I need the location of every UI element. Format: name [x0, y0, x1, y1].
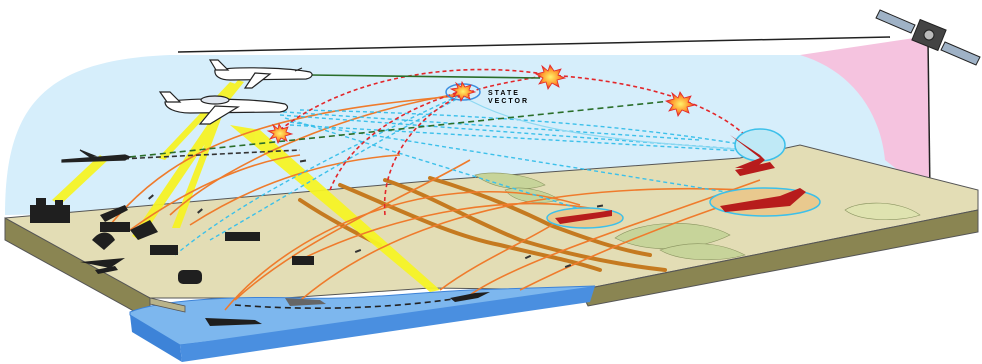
state-vector-label-2: VECTOR: [488, 98, 529, 105]
naval-assets: [205, 292, 490, 326]
naval-ship-icon: [285, 298, 326, 306]
radar-mast: [735, 162, 775, 176]
helicopter-icon: [95, 266, 118, 274]
missile-markers: [148, 159, 604, 268]
command-center-icon: [30, 198, 70, 223]
state-vector-label-1: STATE: [488, 90, 520, 97]
hangar: [178, 270, 202, 284]
sensor-beams: [52, 80, 440, 292]
awacs-aircraft-icon: [158, 91, 289, 125]
space-wedge: [800, 36, 930, 195]
dome-top-edge: [177, 36, 891, 53]
intercept-burst-icon: [449, 80, 477, 102]
missile-launcher-icon: [130, 220, 158, 240]
intercept-bursts: [266, 64, 697, 144]
beam-fighter: [52, 155, 108, 205]
missile-launcher-icon: [150, 245, 178, 255]
submarine-icon: [450, 292, 490, 302]
fighter-jet-icon: [61, 149, 132, 163]
radar-dish-icon: [92, 232, 115, 250]
beam-awacs-3: [230, 125, 440, 292]
intercept-burst-icon: [664, 91, 697, 117]
enemy-missile-launcher-icon-1: [555, 210, 612, 224]
radar-dish-icon: [730, 135, 765, 168]
dome-right-edge: [927, 39, 931, 196]
ground-assets: [30, 198, 314, 284]
naval-ship-icon: [205, 318, 262, 326]
terrain-hills: [474, 172, 921, 261]
beam-awacs-1: [132, 118, 220, 240]
satellite-icon: [875, 9, 981, 66]
mobile-launcher: [292, 256, 314, 265]
water-side: [130, 315, 182, 362]
command-center-icon: [225, 232, 260, 241]
aircraft: [61, 59, 313, 163]
beam-awacs-2: [172, 116, 222, 228]
water-side-front: [180, 286, 595, 362]
terrain-slab: [4, 144, 979, 362]
tanker-aircraft-icon: [208, 59, 313, 89]
intercept-burst-icon: [534, 64, 567, 90]
missile-launcher-icon: [100, 205, 130, 232]
fighter-on-ground: [80, 258, 125, 268]
enemy-missile-launcher-icon-2: [720, 188, 806, 212]
water-body: [129, 285, 596, 346]
pier: [149, 297, 186, 313]
command-links: [99, 74, 681, 309]
targets: [546, 128, 821, 229]
intercept-burst-icon: [266, 122, 294, 144]
tracking-solid: [459, 94, 751, 151]
